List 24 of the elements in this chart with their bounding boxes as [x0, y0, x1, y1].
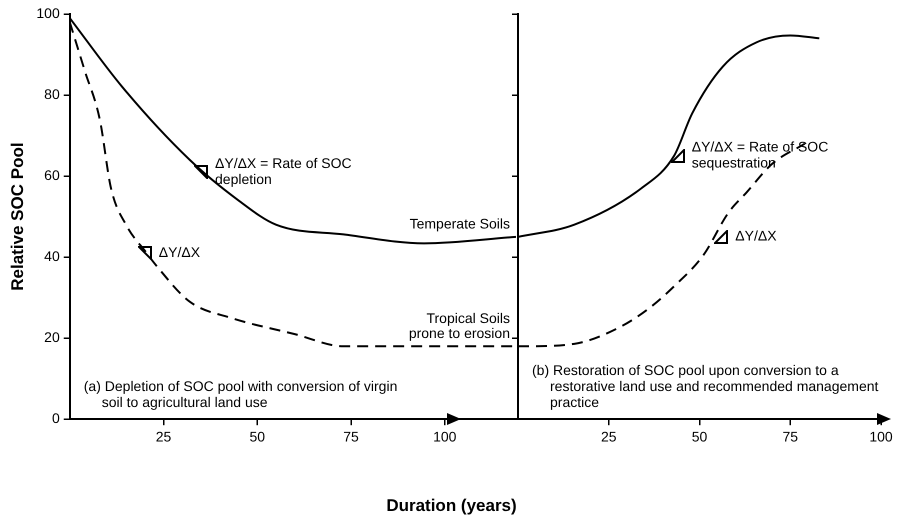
y-tick-label: 100 [36, 4, 60, 21]
annotation: ΔY/ΔX = Rate of SOC sequestration [692, 138, 828, 171]
annotation: ΔY/ΔX [735, 228, 778, 244]
series-label: Tropical Soils prone to erosion [408, 310, 510, 342]
y-tick-label: 20 [44, 329, 60, 346]
y-tick-label: 0 [52, 410, 60, 426]
x-tick-label: 25 [600, 428, 617, 444]
y-axis-title: Relative SOC Pool [8, 142, 27, 291]
series-label: Temperate Soils [410, 216, 510, 232]
y-tick-label: 40 [44, 248, 60, 264]
annotation: ΔY/ΔX [158, 244, 201, 260]
x-tick-label: 50 [692, 428, 708, 444]
annotation: (b) Restoration of SOC pool upon conversion to a restorative land use and recommended management practice [532, 362, 879, 410]
x-tick-label: 100 [869, 428, 893, 444]
x-tick-label: 75 [343, 428, 359, 444]
x-axis-title: Duration (years) [385, 496, 518, 516]
x-tick-label: 50 [249, 428, 266, 444]
y-tick-label: 80 [44, 86, 60, 102]
y-tick-label: 60 [44, 166, 60, 183]
x-tick-label: 75 [782, 428, 798, 444]
annotation: (a) Depletion of SOC pool with conversion of virgin soil to agricultural land use [84, 378, 398, 410]
x-tick-label: 25 [156, 428, 172, 444]
x-tick-label: 100 [433, 428, 457, 444]
annotation: ΔY/ΔX = Rate of SOC depletion [215, 154, 352, 187]
